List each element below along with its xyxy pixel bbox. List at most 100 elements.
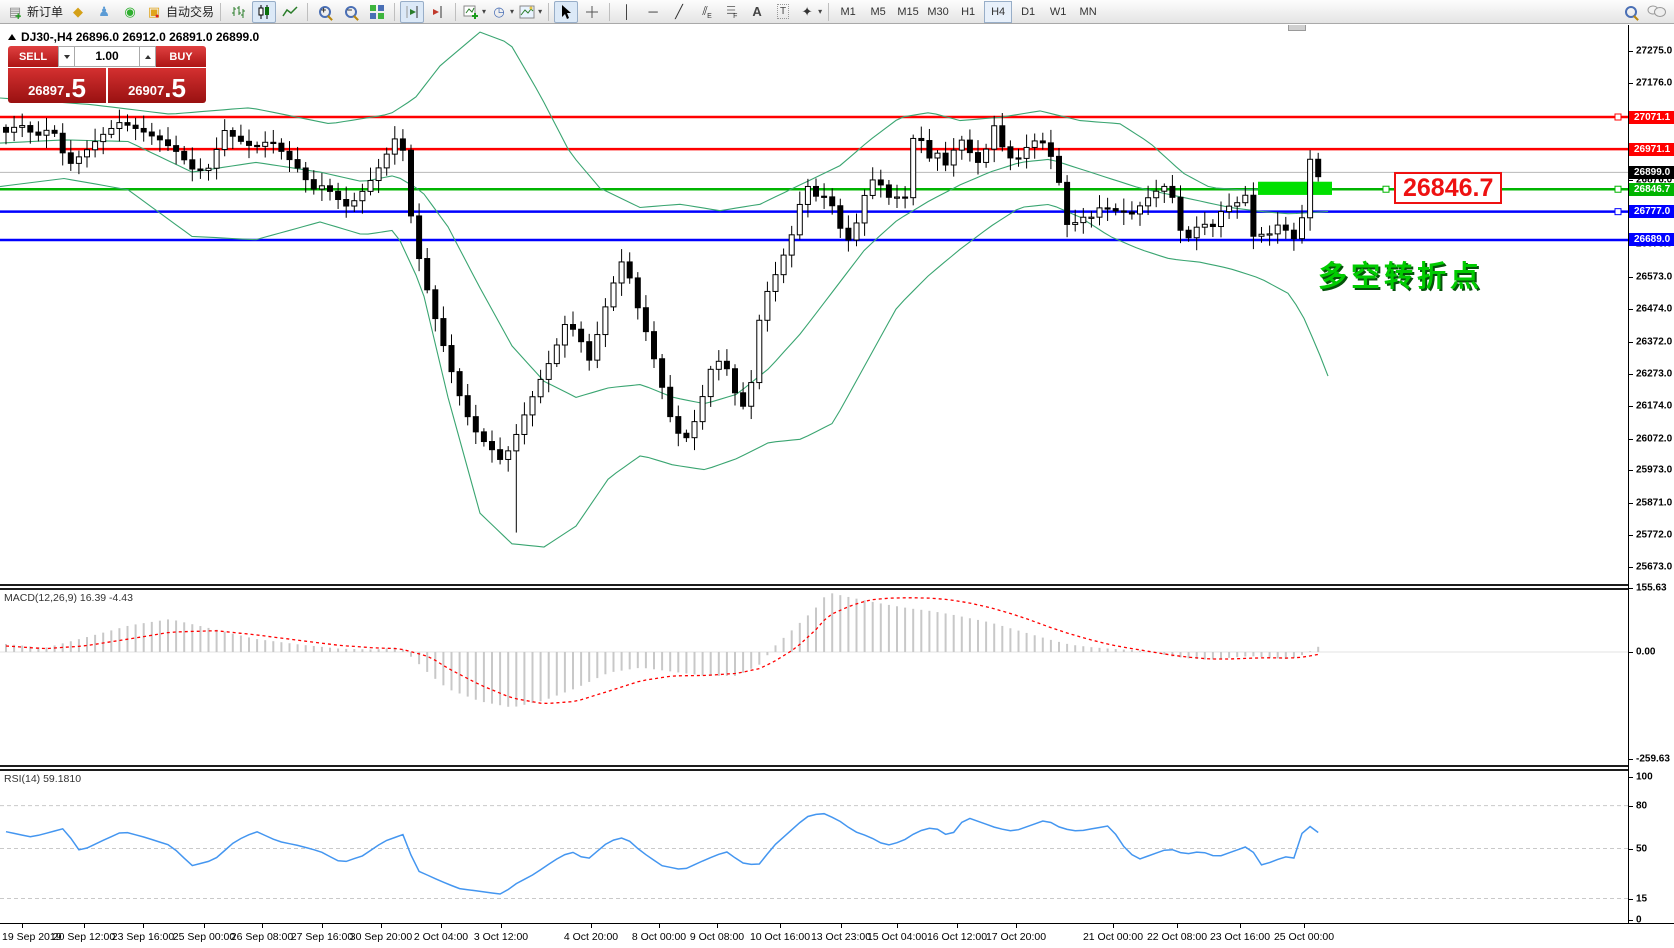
clock-icon: ◷ — [493, 4, 505, 19]
toolbar-separator — [307, 2, 309, 21]
text-button[interactable]: A — [745, 1, 769, 23]
rsi-label: RSI(14) 59.1810 — [4, 773, 82, 785]
channel-icon: ⫽ E — [702, 4, 712, 20]
profiles-icon[interactable]: ♟ — [92, 1, 116, 23]
vertical-line-button[interactable]: │ — [615, 1, 639, 23]
timeframe-m5-button[interactable]: M5 — [870, 5, 886, 18]
fibo-icon: ☰ F — [726, 5, 738, 20]
axis-tick-label: 100 — [1636, 771, 1653, 783]
time-tick-label: 2 Oct 04:00 — [413, 931, 469, 943]
chart-canvas[interactable] — [0, 25, 1628, 584]
time-tick-label: 30 Sep 20:00 — [349, 931, 413, 943]
time-tick-label: 15 Oct 04:00 — [866, 931, 928, 943]
time-tick-label: 3 Oct 12:00 — [473, 931, 529, 943]
bars-icon — [229, 4, 247, 20]
chart-ohlc-header: DJ30-,H4 26896.0 26912.0 26891.0 26899.0 — [8, 30, 259, 44]
line-handle-marker[interactable] — [1382, 185, 1390, 193]
axis-tick — [1629, 848, 1633, 850]
horizontal-line-button[interactable]: ─ — [641, 1, 665, 23]
price-line-label: 26689.0 — [1629, 233, 1674, 247]
templates-button[interactable]: ▾ — [517, 1, 543, 23]
timeframe-d1-button[interactable]: D1 — [1021, 5, 1036, 18]
time-tick-label: 22 Oct 08:00 — [1146, 931, 1208, 943]
label-button[interactable]: T — [771, 1, 795, 23]
time-tick — [204, 924, 205, 928]
time-tick — [897, 924, 898, 928]
price-annotation-label[interactable]: 26846.7 — [1394, 172, 1503, 204]
time-tick — [841, 924, 842, 928]
cursor-button[interactable] — [554, 0, 579, 23]
panel-divider[interactable] — [0, 584, 1674, 590]
price-chart-panel[interactable]: DJ30-,H4 26896.0 26912.0 26891.0 26899.0… — [0, 25, 1628, 584]
price-axis[interactable]: 27275.027176.026876.026675.026573.026474… — [1628, 25, 1674, 926]
trendline-button[interactable]: ╱ — [667, 1, 691, 23]
buy-price-main: 26907 — [128, 83, 165, 98]
toolbar-separator — [828, 2, 830, 21]
axis-tick-label: 26372.0 — [1636, 336, 1673, 348]
axis-tick — [1629, 405, 1633, 407]
price-line-label: 26846.7 — [1629, 182, 1674, 196]
collapse-panel-icon[interactable] — [8, 34, 16, 40]
volume-decrease-button[interactable] — [58, 46, 75, 67]
bar-chart-button[interactable] — [226, 1, 250, 23]
axis-tick — [1629, 83, 1633, 85]
shapes-button[interactable]: ✦ ▾ — [797, 1, 823, 23]
timeframe-h1-button[interactable]: H1 — [961, 5, 976, 18]
line-handle-marker[interactable] — [1614, 113, 1622, 121]
turning-point-annotation[interactable]: 多空转折点 — [1318, 261, 1484, 293]
time-tick — [591, 924, 592, 928]
timeframe-m30-button[interactable]: M30 — [927, 5, 949, 18]
rsi-panel[interactable]: RSI(14) 59.1810 — [0, 771, 1628, 923]
candlestick-chart-button[interactable] — [252, 0, 277, 23]
one-click-trading-widget: SELL 1.00 BUY 26897.5 26907.5 — [8, 46, 206, 103]
time-tick — [262, 924, 263, 928]
tile-windows-button[interactable] — [365, 1, 389, 23]
fibonacci-button[interactable]: ☰ F — [719, 1, 743, 23]
periods-button[interactable]: ◷ ▾ — [489, 1, 515, 23]
timeframe-h4-button[interactable]: H4 — [984, 0, 1013, 23]
highlight-rectangle[interactable] — [1258, 181, 1332, 195]
new-order-button-label: 新订单 — [27, 5, 64, 19]
layouts-icon[interactable]: ◆ — [66, 1, 90, 23]
sell-button[interactable]: SELL — [8, 46, 58, 67]
volume-input[interactable]: 1.00 — [75, 46, 139, 67]
zoom-out-button[interactable]: − — [339, 1, 363, 23]
time-tick — [1240, 924, 1241, 928]
line-handle-marker[interactable] — [1614, 185, 1622, 193]
time-axis[interactable]: 19 Sep 2019 20 Sep 12:00 23 Sep 16:00 25 Se… — [0, 923, 1674, 948]
timeframe-m15-button[interactable]: M15 — [897, 5, 919, 18]
crosshair-button[interactable] — [580, 1, 604, 23]
textA-icon: A — [752, 4, 762, 19]
time-tick — [957, 924, 958, 928]
line-handle-marker[interactable] — [1614, 208, 1622, 216]
auto-trading-button[interactable]: ▣ ● 自动交易 — [144, 1, 215, 23]
new-order-button[interactable]: ▤ + 新订单 — [5, 1, 64, 23]
panel-divider[interactable] — [0, 765, 1674, 771]
timeframe-w1-button[interactable]: W1 — [1049, 5, 1067, 18]
buy-price-display[interactable]: 26907.5 — [108, 68, 206, 103]
zoom-in-button[interactable]: + — [313, 1, 337, 23]
axis-tick — [1629, 588, 1633, 589]
macd-panel[interactable]: MACD(12,26,9) 16.39 -4.43 — [0, 590, 1628, 765]
window-splitter-handle[interactable] — [1288, 25, 1306, 31]
cursor-icon — [557, 4, 575, 20]
search-icon[interactable] — [1619, 1, 1643, 23]
channel-button[interactable]: ⫽ E — [693, 1, 717, 23]
chart-shift-button[interactable] — [426, 1, 450, 23]
chat-icon[interactable] — [1645, 1, 1669, 23]
volume-increase-button[interactable] — [139, 46, 156, 67]
toolbar-right-group — [1618, 1, 1670, 23]
timeframe-mn-button[interactable]: MN — [1079, 5, 1097, 18]
axis-tick-label: 27176.0 — [1636, 77, 1673, 89]
signals-icon[interactable]: ◉ — [118, 1, 142, 23]
buy-button[interactable]: BUY — [156, 46, 206, 67]
timeframe-m1-button[interactable]: M1 — [840, 5, 856, 18]
auto-scroll-button[interactable] — [400, 0, 425, 23]
indicators-button[interactable]: ▾ — [461, 1, 487, 23]
line-chart-button[interactable] — [278, 1, 302, 23]
price-line-label: 26899.0 — [1629, 165, 1674, 179]
chevron-down-icon: ▾ — [510, 7, 515, 16]
sell-price-display[interactable]: 26897.5 — [8, 68, 106, 103]
